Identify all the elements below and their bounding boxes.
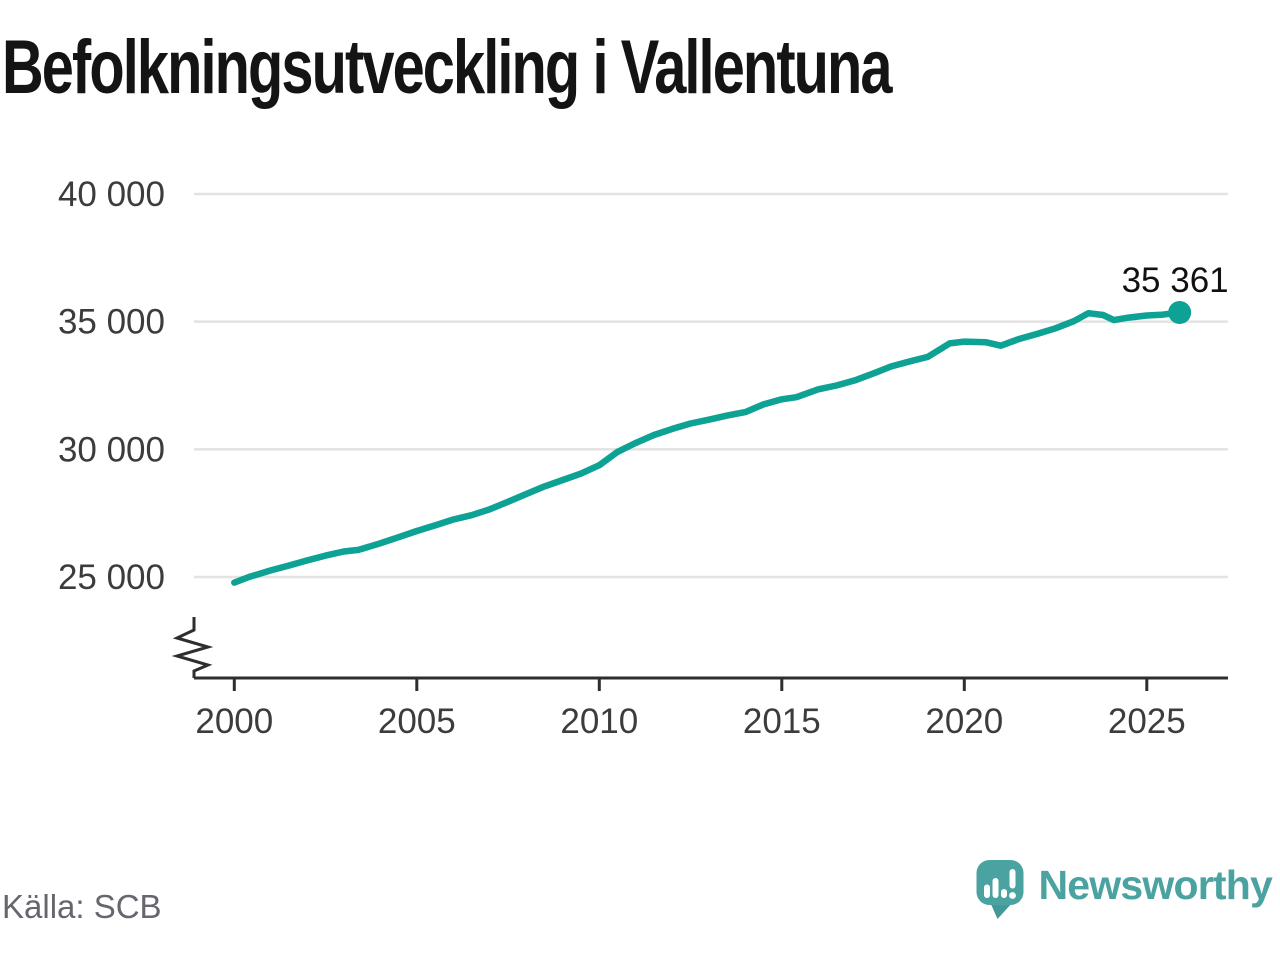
x-tick-label: 2015 (743, 702, 821, 741)
x-tick-label: 2005 (378, 702, 456, 741)
y-tick-label: 40 000 (58, 175, 165, 214)
latest-value-label: 35 361 (1122, 261, 1229, 300)
x-tick-label: 2010 (560, 702, 638, 741)
brand-wordmark: Newsworthy (1038, 861, 1273, 908)
latest-point-marker (1168, 300, 1192, 324)
x-tick-label: 2000 (195, 702, 273, 741)
page-title: Befolkningsutveckling i Vallentuna (2, 25, 893, 110)
newsworthy-speech-bubble-barchart-icon (976, 860, 1023, 919)
y-tick-label: 30 000 (58, 430, 165, 469)
x-tick-label: 2025 (1108, 702, 1186, 741)
newsworthy-logo: Newsworthy (976, 858, 1273, 922)
x-tick-label: 2020 (925, 702, 1003, 741)
population-line (231, 309, 1183, 586)
source-note: Källa: SCB (2, 888, 162, 925)
y-tick-label: 35 000 (58, 303, 165, 342)
y-tick-label: 25 000 (58, 558, 165, 597)
axis-break-zigzag-icon (171, 617, 214, 678)
